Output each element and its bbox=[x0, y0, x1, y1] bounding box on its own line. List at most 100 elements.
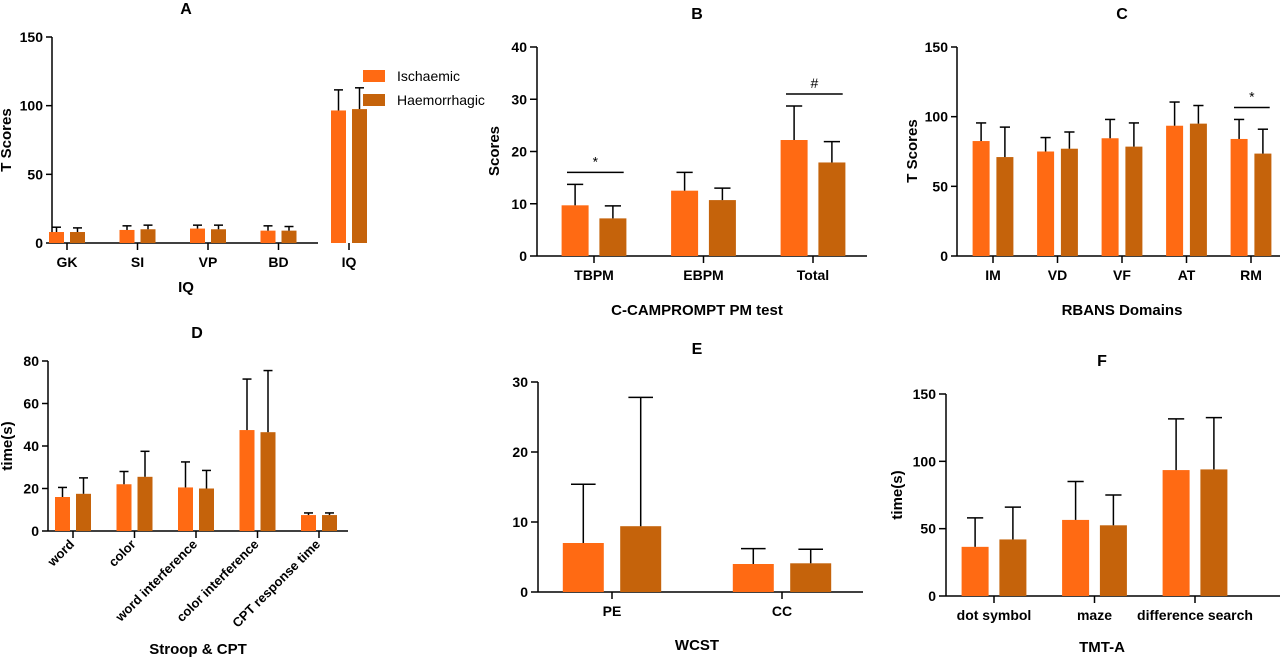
legend-swatch-haemorrhagic bbox=[363, 94, 385, 106]
panel-f-xtick-label: difference search bbox=[1137, 607, 1253, 623]
panel-f-title: F bbox=[1097, 353, 1107, 370]
panel-e-xtick-label: PE bbox=[603, 603, 622, 619]
panel-a-bar-ischaemic bbox=[119, 229, 135, 243]
panel-f-ytick-label: 0 bbox=[928, 588, 936, 604]
panel-a-ytick-label: 0 bbox=[35, 235, 43, 251]
panel-f-bar-ischaemic bbox=[1062, 519, 1090, 596]
panel-d-bar-ischaemic bbox=[178, 487, 193, 531]
panel-a-y-label: T Scores bbox=[0, 108, 15, 171]
panel-a-ytick-label: 100 bbox=[20, 98, 44, 114]
panel-b-y-label: Scores bbox=[486, 126, 503, 176]
panel-a-xtick-label: VP bbox=[199, 254, 218, 270]
panel-d-bar-haemorrhagic bbox=[76, 493, 91, 531]
panel-b-ytick-label: 20 bbox=[511, 144, 527, 160]
panel-a-xtick-label: BD bbox=[268, 254, 288, 270]
panel-c-x-label: RBANS Domains bbox=[1062, 302, 1183, 319]
panel-b-bar-haemorrhagic bbox=[818, 162, 846, 256]
panel-a-ytick-label: 50 bbox=[27, 166, 43, 182]
panel-d-bar-ischaemic bbox=[301, 515, 316, 531]
panel-b-xtick-label: Total bbox=[797, 267, 829, 283]
panel-e-bar-ischaemic bbox=[562, 543, 604, 592]
panel-d-ytick-label: 60 bbox=[23, 396, 39, 412]
legend-label-haemorrhagic: Haemorrhagic bbox=[397, 92, 485, 108]
panel-b-significance-mark: * bbox=[593, 153, 599, 169]
panel-a-ytick-label: 150 bbox=[20, 29, 44, 45]
panel-c-bar-haemorrhagic bbox=[1125, 146, 1143, 256]
panel-b-significance-mark: # bbox=[810, 75, 818, 91]
panel-d-xtick-label: color bbox=[106, 537, 139, 570]
panel-a-bar-haemorrhagic bbox=[70, 232, 85, 243]
panel-c-ytick-label: 100 bbox=[925, 109, 949, 125]
panel-a-xtick-label: GK bbox=[57, 254, 78, 270]
panel-d-ytick-label: 0 bbox=[31, 523, 39, 539]
panel-f-bar-haemorrhagic bbox=[1099, 525, 1127, 596]
panel-c-bar-haemorrhagic bbox=[1254, 153, 1272, 256]
panel-f-y-label: time(s) bbox=[889, 470, 906, 519]
panel-d-xtick-label: word bbox=[44, 536, 77, 569]
panel-b-xtick-label: EBPM bbox=[683, 267, 723, 283]
panel-d-bar-ischaemic bbox=[116, 484, 132, 531]
panel-b-bar-haemorrhagic bbox=[599, 218, 627, 256]
panel-f-bar-haemorrhagic bbox=[999, 539, 1027, 596]
panel-a-xtick-label: IQ bbox=[342, 254, 357, 270]
panel-a-bar-haemorrhagic bbox=[281, 230, 297, 243]
panel-b-ytick-label: 10 bbox=[511, 196, 527, 212]
panel-a-x-label: IQ bbox=[178, 279, 194, 296]
panel-a-bar-haemorrhagic bbox=[140, 229, 156, 243]
panel-e-bar-haemorrhagic bbox=[620, 526, 662, 592]
panel-c-bar-ischaemic bbox=[972, 141, 990, 256]
panel-d-bar-haemorrhagic bbox=[199, 488, 214, 531]
panel-e-ytick-label: 0 bbox=[520, 584, 528, 600]
panel-a-bar-ischaemic bbox=[260, 230, 276, 243]
panel-d-ytick-label: 40 bbox=[23, 438, 39, 454]
panel-d-bar-haemorrhagic bbox=[322, 515, 337, 531]
panel-d-bar-ischaemic bbox=[55, 497, 70, 531]
legend: Ischaemic Haemorrhagic bbox=[363, 64, 485, 112]
panel-a-xtick-label: SI bbox=[131, 254, 144, 270]
panel-e-bar-haemorrhagic bbox=[790, 563, 832, 592]
panel-c-y-label: T Scores bbox=[904, 119, 921, 182]
panel-b-bar-haemorrhagic bbox=[708, 200, 736, 256]
panel-f-ytick-label: 50 bbox=[920, 521, 936, 537]
panel-f-bar-ischaemic bbox=[1162, 470, 1190, 596]
panel-b-ytick-label: 30 bbox=[511, 91, 527, 107]
panel-e-x-label: WCST bbox=[675, 637, 719, 654]
panel-b-bar-ischaemic bbox=[561, 205, 589, 256]
panel-a-bar-haemorrhagic bbox=[211, 229, 226, 243]
panel-c-bar-haemorrhagic bbox=[996, 157, 1014, 256]
panel-b-ytick-label: 40 bbox=[511, 39, 527, 55]
panel-f-ytick-label: 150 bbox=[913, 386, 937, 402]
panel-c-bar-ischaemic bbox=[1230, 138, 1248, 256]
panel-c-xtick-label: RM bbox=[1240, 267, 1262, 283]
panel-c-xtick-label: AT bbox=[1178, 267, 1196, 283]
panel-d-ytick-label: 80 bbox=[23, 353, 39, 369]
panel-e-title: E bbox=[692, 341, 703, 358]
panel-c-ytick-label: 150 bbox=[925, 39, 949, 55]
panel-a-bar-ischaemic bbox=[331, 110, 346, 244]
panel-a-bar-ischaemic bbox=[49, 232, 64, 243]
panel-d-ytick-label: 20 bbox=[23, 481, 39, 497]
panel-c-bar-ischaemic bbox=[1101, 138, 1119, 256]
legend-item-ischaemic: Ischaemic bbox=[363, 64, 485, 88]
panel-c-xtick-label: VF bbox=[1113, 267, 1131, 283]
panel-b-title: B bbox=[691, 6, 703, 23]
legend-item-haemorrhagic: Haemorrhagic bbox=[363, 88, 485, 112]
panel-e-ytick-label: 30 bbox=[512, 374, 528, 390]
panel-e-xtick-label: CC bbox=[772, 603, 792, 619]
panel-f-ytick-label: 100 bbox=[913, 453, 937, 469]
legend-label-ischaemic: Ischaemic bbox=[397, 68, 461, 84]
panel-c-significance-mark: * bbox=[1249, 88, 1255, 104]
panel-e-ytick-label: 10 bbox=[512, 514, 528, 530]
panel-c-title: C bbox=[1116, 6, 1128, 23]
panel-d-title: D bbox=[191, 325, 203, 342]
panel-f-bar-ischaemic bbox=[961, 546, 989, 596]
panel-f-x-label: TMT-A bbox=[1079, 639, 1125, 656]
panel-d-bar-haemorrhagic bbox=[137, 476, 153, 531]
panel-d-bar-haemorrhagic bbox=[260, 432, 276, 531]
panel-f-xtick-label: dot symbol bbox=[957, 607, 1032, 623]
panel-f-bar-haemorrhagic bbox=[1200, 469, 1228, 596]
panel-c-bar-ischaemic bbox=[1166, 125, 1184, 257]
panel-a-bar-haemorrhagic bbox=[352, 109, 367, 243]
panel-a-bar-ischaemic bbox=[190, 228, 205, 243]
